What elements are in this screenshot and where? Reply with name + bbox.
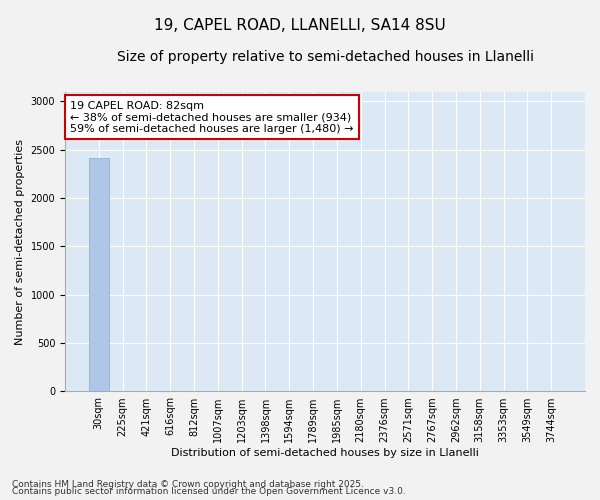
- X-axis label: Distribution of semi-detached houses by size in Llanelli: Distribution of semi-detached houses by …: [171, 448, 479, 458]
- Text: Contains public sector information licensed under the Open Government Licence v3: Contains public sector information licen…: [12, 487, 406, 496]
- Text: Contains HM Land Registry data © Crown copyright and database right 2025.: Contains HM Land Registry data © Crown c…: [12, 480, 364, 489]
- Y-axis label: Number of semi-detached properties: Number of semi-detached properties: [15, 138, 25, 344]
- Title: Size of property relative to semi-detached houses in Llanelli: Size of property relative to semi-detach…: [116, 50, 533, 64]
- Text: 19, CAPEL ROAD, LLANELLI, SA14 8SU: 19, CAPEL ROAD, LLANELLI, SA14 8SU: [154, 18, 446, 32]
- Text: 19 CAPEL ROAD: 82sqm
← 38% of semi-detached houses are smaller (934)
59% of semi: 19 CAPEL ROAD: 82sqm ← 38% of semi-detac…: [70, 100, 354, 134]
- Bar: [89, 158, 109, 392]
